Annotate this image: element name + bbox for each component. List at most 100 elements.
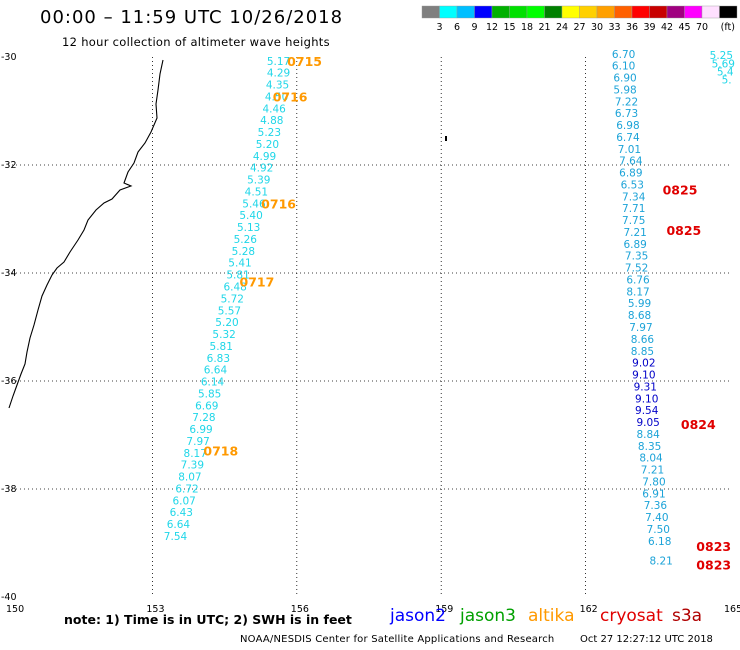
wave-height-value: 7.64 [619,156,643,168]
wave-height-value: 7.80 [642,476,665,488]
legend-swatch [526,5,545,19]
pass-time-label: 0715 [287,54,322,69]
wave-height-value: 5.99 [628,298,651,310]
wave-height-value: 5.26 [234,234,258,246]
legend-label: 24 [556,22,568,33]
wave-height-value: 6.89 [623,239,646,251]
wave-height-value: 4.92 [250,163,273,175]
wave-height-value: 7.21 [641,465,664,477]
lat-tick-label: -34 [1,268,17,279]
wave-height-value: 5.28 [232,246,255,258]
wave-height-value: 5.72 [221,293,244,305]
wave-height-value: 5.57 [218,305,241,317]
wave-height-value: 5.81 [226,270,249,282]
legend-swatch [421,5,440,19]
wave-height-value: 6.48 [223,282,246,294]
wave-height-value: 7.36 [644,500,668,512]
legend-swatch [684,5,703,19]
legend-cryosat: cryosat [600,606,663,626]
wave-height-value: 7.54 [164,531,188,543]
pass-time-label: 0716 [261,196,296,211]
legend-label: 3 [436,22,442,33]
wave-height-value: 6.90 [613,73,636,85]
wave-height-value: 8.07 [178,472,201,484]
legend-label: 45 [678,22,690,33]
wave-height-value: 4.35 [266,80,289,92]
wave-height-value: 6.98 [616,120,639,132]
lon-tick-label: 153 [146,604,164,615]
wave-height-value: 7.71 [622,203,645,215]
lat-tick-label: -32 [1,160,17,171]
wave-height-value: 5.69 [712,58,735,70]
legend-swatch [439,5,458,19]
wave-height-value: 8.17 [626,286,649,298]
pass-time-label: 0717 [240,275,275,290]
wave-height-value: 8.35 [638,441,661,453]
legend-swatch [701,5,720,19]
legend-label: 39 [643,22,655,33]
wave-height-value: 5.41 [228,258,251,270]
legend-swatch [614,5,633,19]
lon-tick-label: 156 [291,604,309,615]
credit-line: NOAA/NESDIS Center for Satellite Applica… [240,634,555,645]
legend-label: 27 [573,22,585,33]
wave-height-value: 5.98 [613,84,636,96]
legend-label: 70 [696,22,708,33]
lon-tick-label: 165 [724,604,740,615]
legend-label: 15 [503,22,515,33]
map-title: 00:00 – 11:59 UTC 10/26/2018 [40,7,344,28]
wave-height-value: 9.54 [635,405,659,417]
wave-height-value: 8.04 [639,453,663,465]
legend-swatch [456,5,475,19]
wave-height-value: 5.23 [258,127,281,139]
lat-tick-label: -40 [1,592,17,603]
wave-height-value: 4.29 [267,68,290,80]
wave-height-value: 6.83 [207,353,230,365]
legend-swatch [491,5,510,19]
pass-time-label: 0716 [273,89,308,104]
pass-time-label: 0824 [681,417,716,432]
wave-height-value: 7.34 [622,191,646,203]
wave-height-value: 9.05 [636,417,659,429]
legend-swatch [474,5,493,19]
legend-label: 33 [608,22,620,33]
wave-height-value: 7.39 [181,460,204,472]
legend-swatch [719,5,738,19]
pass-time-label: 0718 [203,444,238,459]
wave-height-value: 8.17 [184,448,207,460]
wave-height-value: 8.68 [628,310,651,322]
wave-height-value: 5.39 [247,175,270,187]
pass-time-label: 0825 [666,223,701,238]
wave-height-value: 8.84 [636,429,660,441]
wave-height-value: 6.69 [195,400,218,412]
pass-time-label: 0823 [696,558,731,573]
wave-height-value: 6.14 [201,377,225,389]
lon-tick-label: 150 [6,604,24,615]
wave-height-value: 6.72 [175,483,198,495]
wave-height-value: 5.46 [242,198,266,210]
wave-height-value: 5. [722,75,732,87]
wave-height-value: 7.40 [645,512,668,524]
wave-height-value: 5.32 [212,329,235,341]
generated-time: Oct 27 12:27:12 UTC 2018 [580,634,713,645]
wave-height-value: 9.10 [632,370,655,382]
legend-swatch [509,5,528,19]
legend-swatch [561,5,580,19]
legend-label: 36 [626,22,638,33]
legend-jason2: jason2 [390,606,446,626]
wave-height-value: 7.21 [623,227,646,239]
wave-height-value: 4.99 [253,151,276,163]
wave-height-value: 5.17 [267,56,290,68]
wave-height-value: 5.81 [210,341,233,353]
wave-height-value: 5.13 [237,222,260,234]
wave-height-value: 6.10 [612,61,635,73]
wave-height-value: 4.50 [265,91,288,103]
wave-height-value: 6.89 [619,168,642,180]
wave-height-value: 6.73 [615,108,638,120]
coastline [8,59,164,409]
wave-height-value: 7.75 [622,215,645,227]
lat-tick-label: -36 [1,376,17,387]
wave-height-value: 6.70 [612,49,635,61]
legend-swatch [631,5,650,19]
